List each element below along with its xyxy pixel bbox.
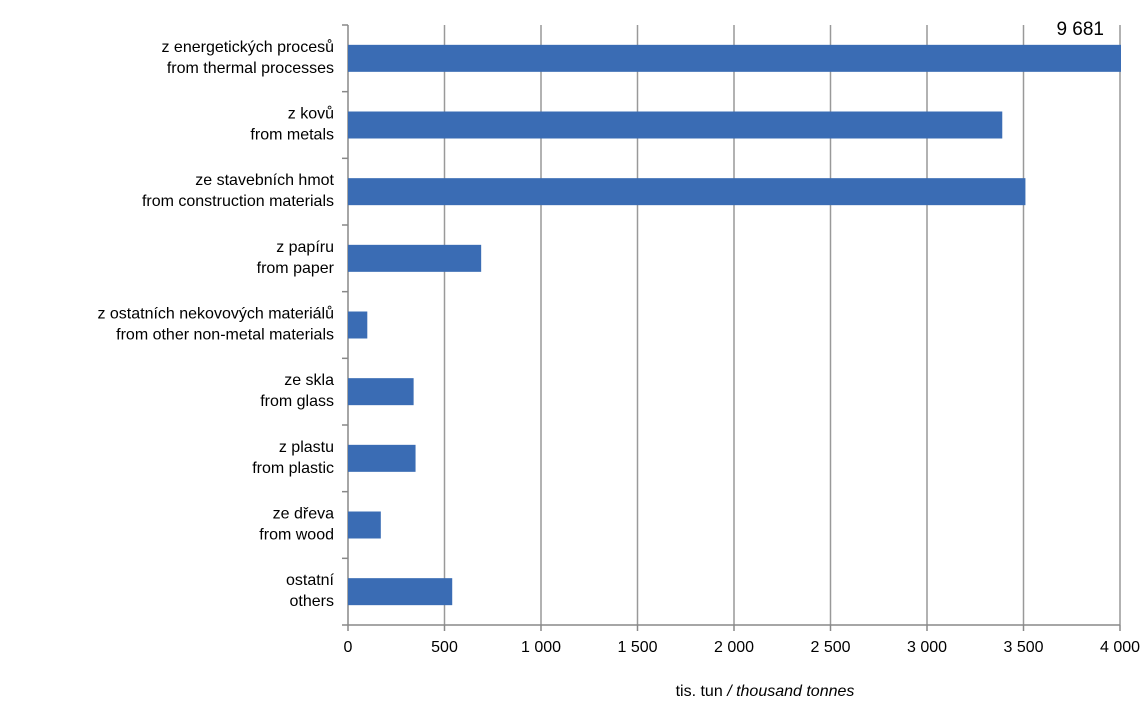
y-tick-label: z ostatních nekovových materiálů from oth… — [97, 305, 334, 344]
bar — [348, 511, 381, 539]
bar — [348, 444, 416, 472]
y-tick-label-line: from thermal processes — [167, 60, 334, 77]
bar — [348, 111, 1003, 139]
y-tick-label-line: others — [290, 593, 334, 610]
x-axis-label-cz: tis. tun — [676, 683, 723, 700]
y-tick-label: z kovů from metals — [250, 105, 334, 144]
y-tick-label-line: z plastu — [279, 439, 334, 456]
bar — [348, 578, 453, 606]
value-label: 9 681 — [1056, 19, 1104, 40]
x-tick-label: 1 500 — [617, 639, 657, 656]
y-tick-label-line: from plastic — [252, 460, 334, 477]
y-tick-label-line: ze skla — [284, 372, 334, 389]
y-tick-label-line: from metals — [250, 127, 334, 144]
plot-area — [348, 44, 1121, 606]
bar — [348, 244, 482, 272]
x-axis-label-en: / thousand tonnes — [726, 683, 854, 700]
y-tick-label-line: z energetických procesů — [161, 38, 334, 56]
y-tick-label: ze stavebních hmot from construction mate… — [142, 172, 335, 210]
x-tick-label: 1 000 — [521, 639, 561, 656]
x-tick-label: 2 000 — [714, 639, 754, 656]
y-tick-label-line: from glass — [260, 393, 334, 410]
bar — [348, 44, 1121, 72]
x-tick-label: 3 500 — [1003, 639, 1043, 656]
y-tick-label-line: ze dřeva — [273, 506, 334, 523]
y-tick-label: ze skla from glass — [260, 372, 334, 410]
x-axis-label: tis. tun / thousand tonnes — [676, 683, 855, 700]
bar — [348, 311, 368, 339]
y-tick-label-line: from paper — [257, 260, 335, 277]
y-tick-label-line: z kovů — [288, 105, 334, 123]
y-tick-label-line: from construction materials — [142, 193, 334, 210]
x-tick-label: 500 — [431, 639, 458, 656]
x-tick-label: 2 500 — [810, 639, 850, 656]
y-tick-label-line: z ostatních nekovových materiálů — [97, 305, 334, 323]
y-tick-label-line: z papíru — [276, 239, 334, 256]
y-tick-label-line: from wood — [259, 527, 334, 544]
y-tick-label-line: from other non-metal materials — [116, 327, 334, 344]
x-tick-label: 0 — [344, 639, 353, 656]
x-tick-label: 4 000 — [1100, 639, 1140, 656]
y-tick-label: ze dřeva from wood — [259, 506, 334, 544]
y-tick-label: z energetických procesů from thermal proc… — [161, 38, 334, 77]
y-tick-label: z plastu from plastic — [252, 439, 334, 477]
y-tick-label-line: ostatní — [286, 572, 335, 589]
bar — [348, 178, 1026, 206]
y-tick-label-line: ze stavebních hmot — [195, 172, 334, 189]
bar — [348, 378, 414, 406]
x-tick-label: 3 000 — [907, 639, 947, 656]
y-tick-label: z papíru from paper — [257, 239, 335, 277]
y-tick-label: ostatní others — [286, 572, 335, 610]
